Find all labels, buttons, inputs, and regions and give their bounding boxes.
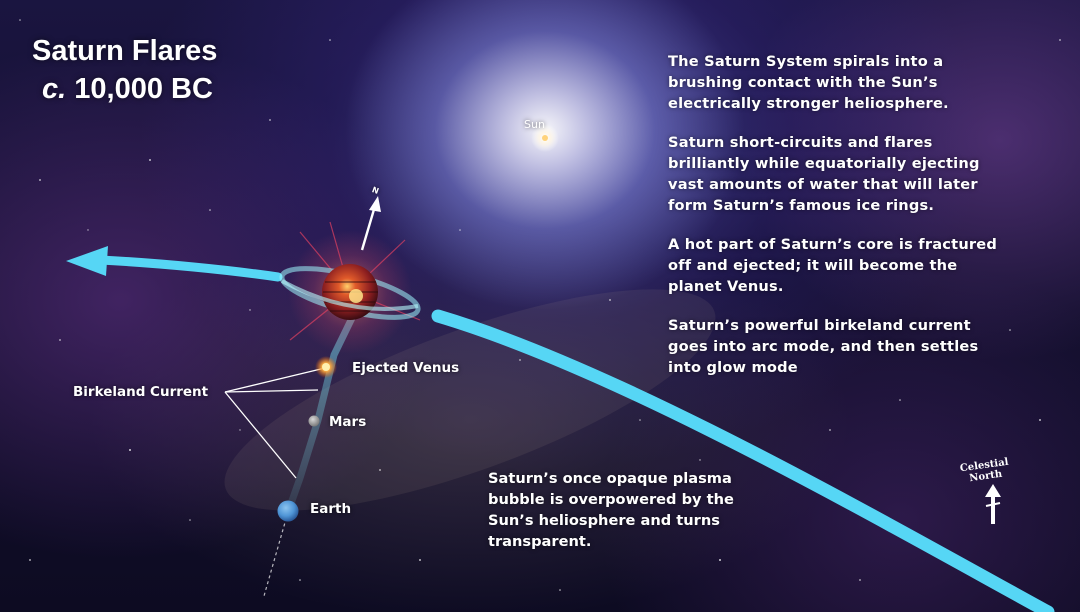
saturn-core-flare xyxy=(349,289,363,303)
mars-icon xyxy=(308,415,320,427)
orbit-arc xyxy=(431,309,1055,612)
description-paragraph: The Saturn System spirals into a brushin… xyxy=(668,53,949,112)
bottom-description: Saturn’s once opaque plasma bubble is ov… xyxy=(488,470,734,550)
earth-icon xyxy=(277,500,299,522)
description-block: The Saturn System spirals into a brushin… xyxy=(668,51,1063,396)
saturn-ice-ring-front xyxy=(281,279,419,311)
venus-icon xyxy=(322,363,330,371)
axis-dashed-line xyxy=(263,511,289,597)
description-paragraph: A hot part of Saturn’s core is fractured… xyxy=(668,236,998,295)
milky-way-band xyxy=(224,289,716,511)
orbit-arrow-head xyxy=(66,246,108,276)
mars-label: Mars xyxy=(329,414,367,430)
page-title: Saturn Flares c. 10,000 BC xyxy=(32,32,217,108)
title-line-2: c. 10,000 BC xyxy=(32,70,217,108)
earth-label: Earth xyxy=(310,501,352,517)
title-circa: c. xyxy=(42,73,67,105)
orbit-arrow-tail xyxy=(95,255,283,282)
arrow-icon xyxy=(369,196,381,212)
saturn-axis-line xyxy=(360,205,377,251)
sun-label: Sun xyxy=(524,118,545,131)
title-line-1: Saturn Flares xyxy=(32,35,218,67)
birkeland-current-label: Birkeland Current xyxy=(73,384,209,400)
north-arrow-crossbar xyxy=(985,502,1001,507)
ejected-venus-label: Ejected Venus xyxy=(352,360,460,376)
north-arrow-icon xyxy=(985,484,1001,497)
title-year: 10,000 BC xyxy=(74,73,213,105)
description-paragraph: Saturn’s powerful birkeland current goes… xyxy=(668,317,979,376)
birkeland-pointer-lines xyxy=(224,367,326,479)
star-field xyxy=(19,19,1061,591)
description-paragraph: Saturn short-circuits and flares brillia… xyxy=(668,134,980,214)
sun-icon xyxy=(542,135,548,141)
